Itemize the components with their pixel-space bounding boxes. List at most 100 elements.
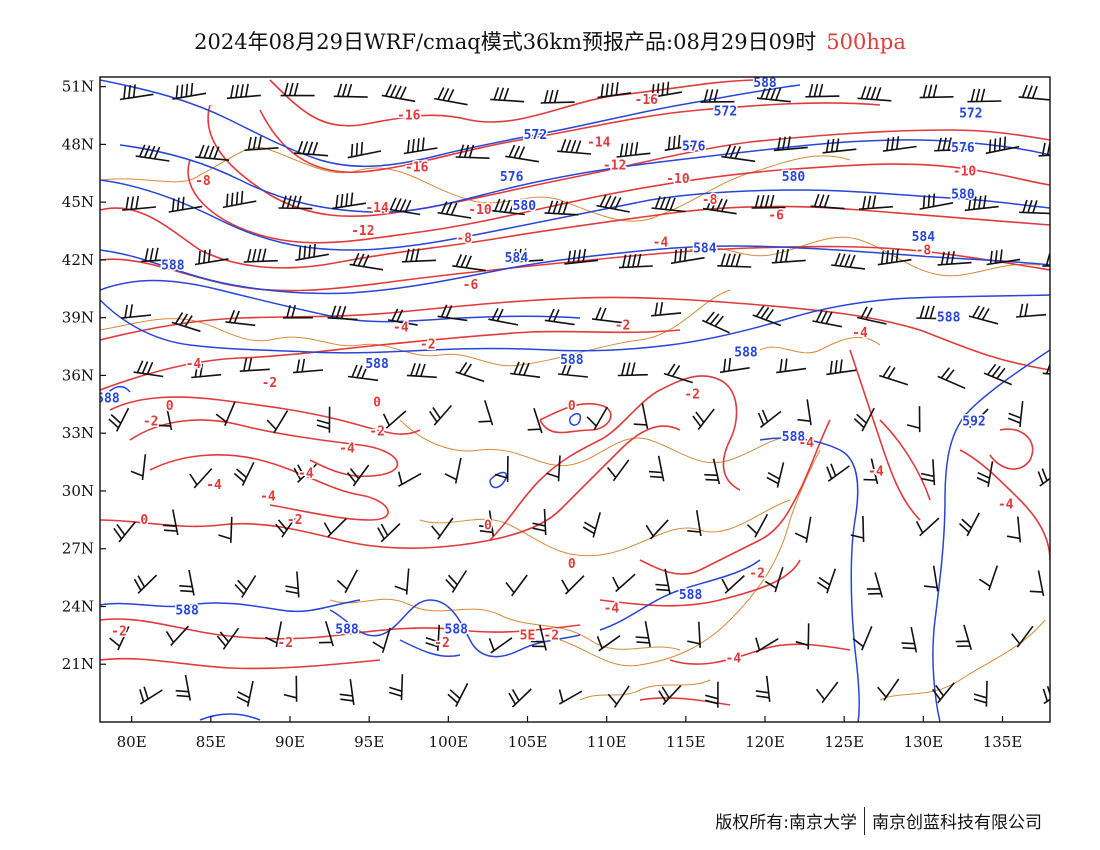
wind-barb (857, 306, 887, 325)
wind-barb (455, 144, 490, 159)
wind-barb (815, 681, 839, 704)
wind-barb (794, 516, 812, 543)
lon-tick-label: 130E (904, 733, 944, 751)
wind-barb (1029, 570, 1045, 597)
wind-barb (455, 361, 485, 383)
temperature-contour-label: -8 (456, 232, 472, 247)
wind-barb (233, 461, 255, 486)
temperature-contour-label: 0 (140, 513, 148, 528)
wind-barb (295, 243, 329, 261)
wind-barb (877, 678, 900, 701)
wind-barb (266, 410, 289, 434)
height-contour-label: 588 (560, 353, 584, 368)
temperature-contour-label: -2 (369, 424, 385, 439)
wind-barb (434, 87, 468, 106)
wind-barb (505, 144, 539, 163)
wind-barb (700, 89, 735, 103)
wind-barb (494, 455, 509, 483)
height-contour-label: 584 (693, 241, 717, 256)
temperature-contour-label: -2 (111, 625, 127, 640)
lat-tick-label: 48N (62, 135, 94, 153)
wind-barb (135, 144, 170, 162)
wind-barb (141, 247, 176, 263)
temperature-contour-label: -2 (420, 338, 436, 353)
wind-barb (386, 197, 421, 216)
height-contour-label: 580 (782, 170, 806, 185)
wind-barb (293, 358, 324, 374)
wind-barb (163, 509, 179, 536)
wind-barb (773, 136, 808, 152)
copyright-footer: 版权所有:南京大学 南京创蓝科技有限公司 (715, 807, 1042, 837)
temperature-contour-label: -16 (405, 160, 429, 175)
wind-barb (130, 454, 147, 481)
wind-barb (332, 192, 367, 210)
wind-barb (349, 252, 384, 271)
lon-tick-label: 90E (275, 733, 305, 751)
wind-barb (171, 312, 201, 333)
wind-barb (973, 680, 988, 707)
wind-barb (372, 627, 391, 653)
wind-barb (704, 458, 721, 485)
temperature-contour-label: -8 (195, 174, 211, 189)
wind-barb (119, 84, 154, 101)
wind-barb (275, 515, 298, 538)
pressure-level: 500hpa (826, 30, 906, 54)
wind-barb (937, 367, 966, 390)
wind-barb (564, 248, 599, 265)
wind-barb (755, 637, 779, 653)
wind-barb (751, 194, 786, 209)
wind-barb (122, 195, 157, 211)
temperature-contour-label: -4 (206, 478, 222, 493)
wind-barb (333, 83, 368, 98)
wind-barb (179, 569, 195, 596)
wind-barb (530, 625, 547, 651)
wind-barb (394, 568, 410, 595)
temperature-contour-label: -2 (615, 318, 631, 333)
wind-barb (916, 305, 947, 320)
wind-barb (805, 83, 840, 98)
lat-tick-label: 45N (62, 193, 94, 211)
wind-barb (323, 517, 347, 538)
height-contour-label: 588 (335, 623, 359, 638)
temperature-contour-label: -16 (397, 109, 421, 124)
wind-barb (822, 138, 857, 154)
wind-barb (401, 248, 437, 263)
wind-barb (764, 566, 784, 593)
wind-barb (226, 83, 261, 100)
wind-barb (1019, 199, 1050, 215)
wind-barb (546, 455, 561, 482)
wind-barb (651, 196, 686, 213)
wind-barb (382, 410, 407, 429)
longitude-axis: 80E 85E 90E 95E 100E 105E 110E 115E 120E 125E 130E… (117, 716, 1022, 751)
temperature-contour-label: -4 (798, 436, 814, 451)
wind-barb (133, 574, 158, 594)
wind-barb (544, 308, 575, 326)
wind-barb (194, 249, 229, 266)
wind-barb (612, 573, 636, 593)
wind-barb (826, 359, 857, 376)
wind-barb (195, 144, 230, 161)
wind-barb (397, 471, 422, 487)
wind-barb (701, 311, 730, 334)
wind-barb (236, 680, 254, 707)
temperature-contour-label: -16 (635, 93, 659, 108)
wind-barb (561, 575, 585, 595)
wind-barb (1018, 84, 1050, 101)
wind-barb (447, 683, 469, 707)
wind-barb (648, 455, 665, 482)
temperature-contour-label: -4 (186, 357, 202, 372)
wind-barb (1042, 253, 1050, 267)
temperature-contour-label: -4 (852, 326, 868, 341)
wind-barb (509, 248, 544, 263)
temperature-contour-label: -14 (587, 135, 611, 150)
lat-tick-label: 42N (62, 251, 94, 269)
temperature-contour-label: -8 (702, 193, 718, 208)
wind-barb (510, 361, 540, 378)
wind-barb (618, 253, 653, 269)
temperature-contour-label: -10 (953, 164, 977, 179)
wind-barb (557, 139, 592, 155)
height-contour-label: 572 (714, 105, 737, 120)
wind-barb (175, 674, 192, 701)
wind-barb (225, 310, 256, 327)
lat-tick-label: 33N (62, 424, 94, 442)
